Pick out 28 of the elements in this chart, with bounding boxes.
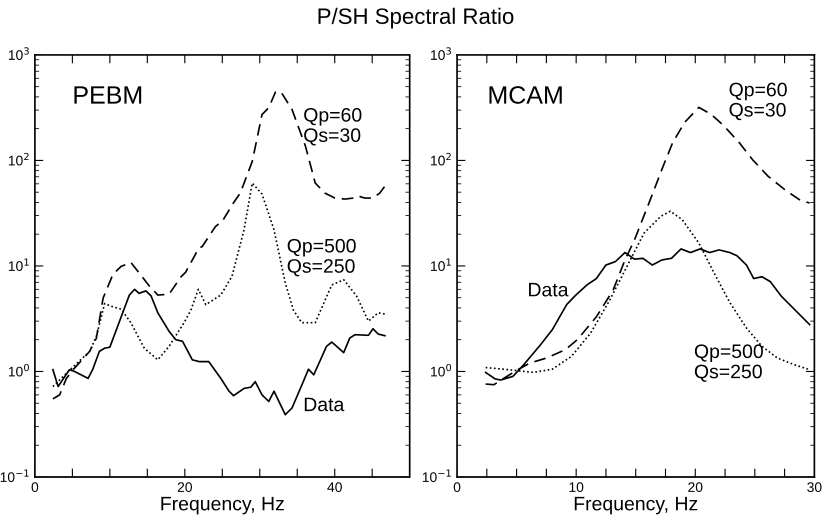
annotation: Qp=500 Qs=250 — [288, 238, 356, 276]
chart-title: P/SH Spectral Ratio — [318, 8, 514, 28]
y-tick-label: 10$^{2}$ — [8, 152, 29, 166]
x-tick-label: 20 — [688, 482, 702, 492]
x-axis-title: Frequency, Hz — [574, 496, 698, 514]
annotation: PEBM — [74, 86, 142, 104]
x-tick-label: 0 — [32, 482, 38, 492]
annotation: Qp=500 Qs=250 — [694, 344, 763, 382]
x-tick-label: 30 — [807, 482, 822, 492]
annotation: Data — [304, 398, 344, 412]
x-tick-label: 10 — [569, 482, 584, 492]
y-tick-label: 10$^{1}$ — [8, 258, 29, 272]
y-tick-label: 10$^{3}$ — [431, 47, 451, 60]
y-tick-label: 10$^{1}$ — [431, 258, 451, 272]
y-tick-label: 10$^{2}$ — [431, 152, 451, 166]
annotation: Qp=60 Qs=30 — [730, 82, 787, 120]
x-tick-label: 20 — [178, 482, 192, 492]
y-tick-label: 10$^{−1}$ — [422, 470, 451, 482]
y-tick-label: 10$^{0}$ — [8, 364, 29, 377]
x-axis-title: Frequency, Hz — [161, 496, 284, 514]
y-tick-label: 10$^{−1}$ — [0, 470, 29, 482]
x-tick-label: 40 — [327, 482, 342, 492]
annotation: Qp=60 Qs=30 — [304, 108, 362, 146]
x-tick-label: 0 — [454, 482, 460, 492]
annotation: Data — [529, 282, 569, 296]
annotation: MCAM — [489, 86, 562, 104]
y-tick-label: 10$^{0}$ — [431, 364, 452, 377]
y-tick-label: 10$^{3}$ — [8, 47, 29, 60]
